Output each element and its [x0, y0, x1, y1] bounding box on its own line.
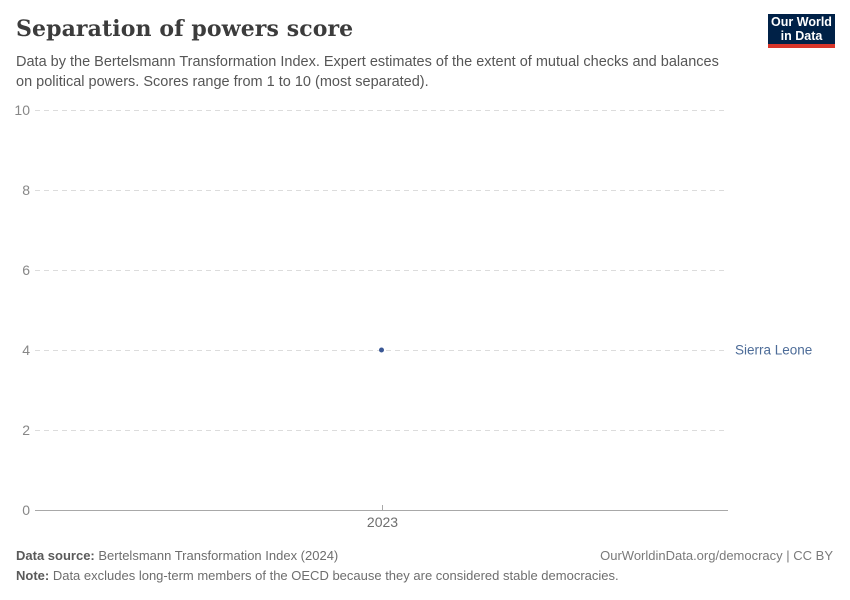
y-tick-label: 6: [22, 262, 30, 278]
chart-title: Separation of powers score: [16, 16, 354, 42]
owid-logo-line2: in Data: [780, 29, 823, 43]
y-tick-label: 2: [22, 422, 30, 438]
credit-link[interactable]: OurWorldinData.org/democracy | CC BY: [600, 548, 833, 563]
data-point[interactable]: [379, 347, 384, 353]
y-tick-label: 8: [22, 182, 30, 198]
y-tick-label: 4: [22, 342, 30, 358]
note-value: Data excludes long-term members of the O…: [49, 568, 619, 583]
owid-logo-line1: Our World: [771, 15, 832, 29]
note-line: Note: Data excludes long-term members of…: [16, 568, 619, 583]
entity-label[interactable]: Sierra Leone: [735, 343, 812, 358]
y-tick-label: 0: [22, 502, 30, 518]
note-label: Note:: [16, 568, 50, 583]
data-source-label: Data source:: [16, 548, 95, 563]
data-source-line: Data source: Bertelsmann Transformation …: [16, 548, 338, 563]
x-tick-label: 2023: [367, 514, 398, 530]
chart-subtitle: Data by the Bertelsmann Transformation I…: [16, 54, 719, 90]
owid-logo[interactable]: Our World in Data: [768, 14, 835, 48]
y-tick-label: 10: [14, 102, 30, 118]
data-source-value[interactable]: Bertelsmann Transformation Index (2024): [94, 548, 339, 563]
